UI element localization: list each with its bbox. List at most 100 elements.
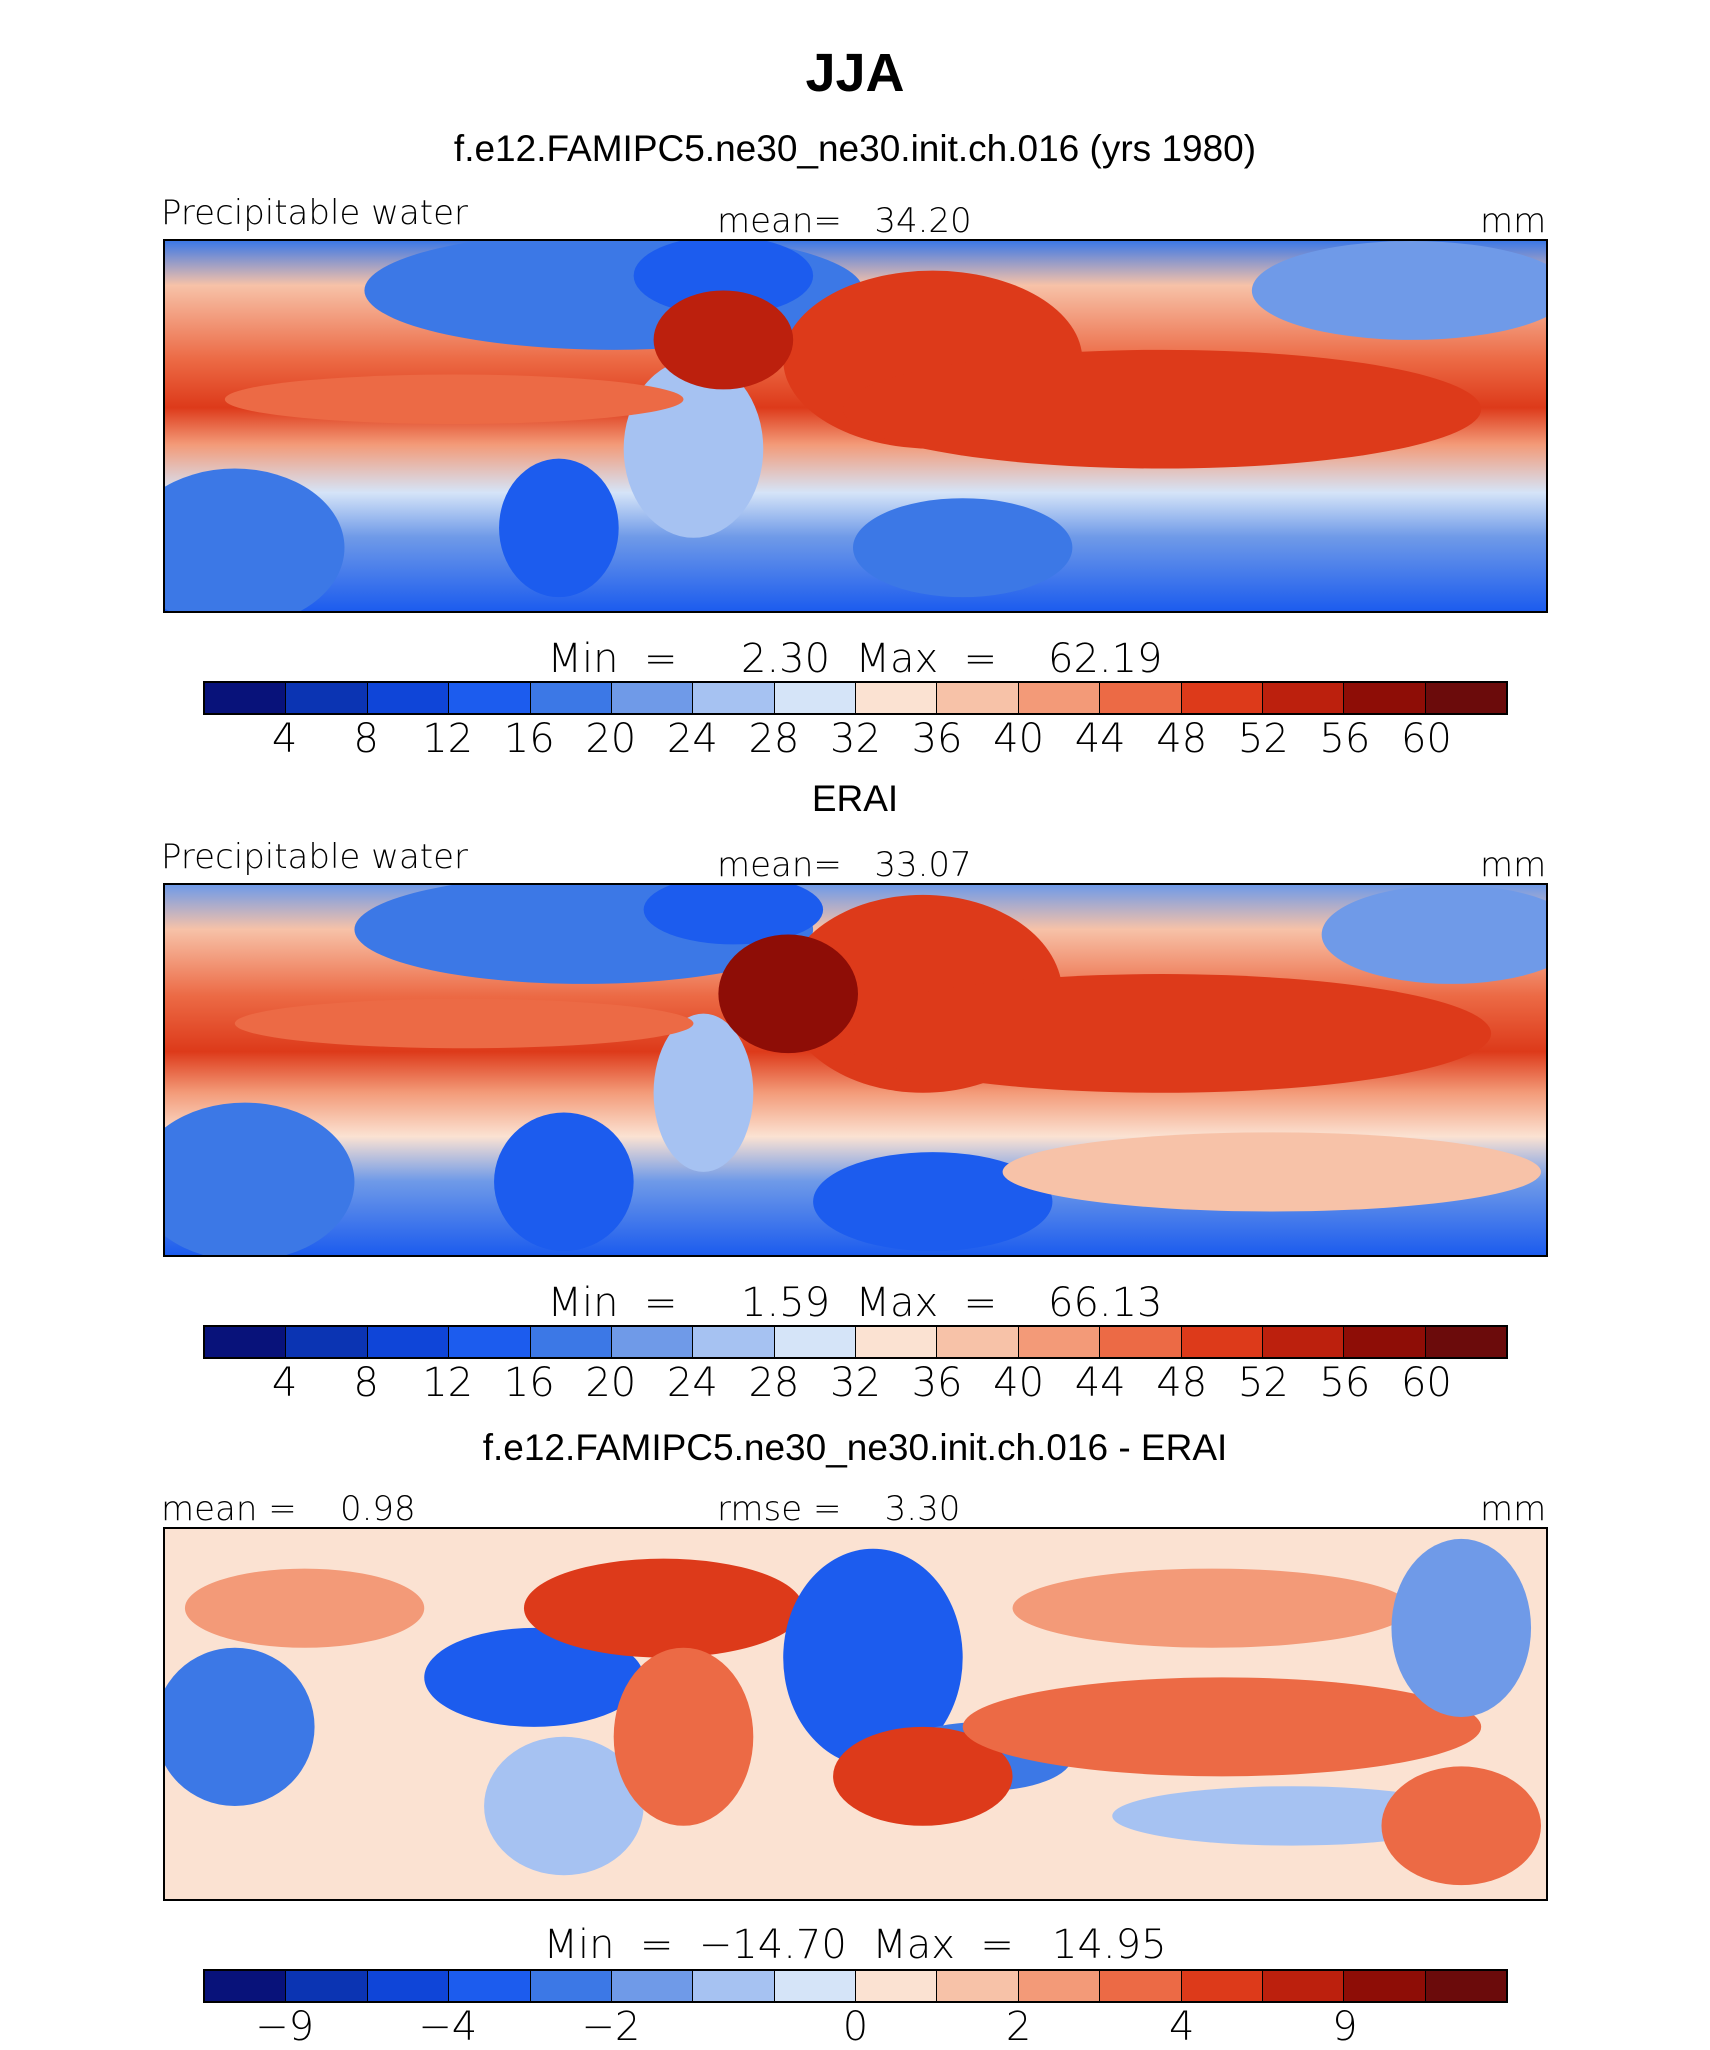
panel2-colorbar [203, 1325, 1508, 1359]
colorbar-swatch [1425, 1971, 1506, 2001]
panel1-units-label: mm [1480, 201, 1547, 241]
colorbar-swatch [1181, 1327, 1263, 1357]
colorbar-tick-label: −2 [581, 2004, 641, 2050]
colorbar-swatch [1344, 683, 1426, 713]
colorbar-tick-label: 48 [1156, 716, 1208, 762]
colorbar-swatch [1100, 1971, 1182, 2001]
colorbar-swatch [611, 1327, 694, 1357]
colorbar-tick-label: 20 [585, 716, 637, 762]
colorbar-tick-label: 8 [353, 1360, 379, 1406]
panel1-variable-label: Precipitable water [161, 193, 469, 233]
colorbar-swatch [1344, 1327, 1426, 1357]
panel2-variable-label: Precipitable water [161, 837, 469, 877]
colorbar-tick-label: 32 [830, 716, 881, 762]
colorbar-tick-label: 52 [1237, 716, 1289, 762]
colorbar-tick-label: 4 [1169, 2004, 1195, 2050]
colorbar-tick-label: 12 [422, 716, 474, 762]
panel1-title: f.e12.FAMIPC5.ne30_ne30.init.ch.016 (yrs… [453, 128, 1257, 169]
colorbar-swatch [1018, 683, 1101, 713]
colorbar-tick-label: 48 [1156, 1360, 1208, 1406]
panel3-minmax: Min = −14.70 Max = 14.95 [543, 1922, 1167, 1968]
colorbar-swatch [1181, 1971, 1263, 2001]
colorbar-swatch [693, 683, 775, 713]
panel2-minmax: Min = 1.59 Max = 66.13 [547, 1280, 1163, 1326]
panel2-field [165, 885, 1546, 1255]
colorbar-swatch [367, 1971, 450, 2001]
colorbar-swatch [205, 683, 287, 713]
colorbar-swatch [937, 1327, 1019, 1357]
colorbar-tick-label: 40 [993, 1360, 1045, 1406]
colorbar-swatch [693, 1327, 775, 1357]
colorbar-tick-label: 56 [1319, 1360, 1371, 1406]
colorbar-swatch [1018, 1971, 1101, 2001]
colorbar-swatch [1100, 1327, 1182, 1357]
panel3-mean-label: mean = 0.98 [161, 1489, 416, 1529]
colorbar-tick-label: 24 [666, 716, 718, 762]
colorbar-swatch [1181, 683, 1263, 713]
panel1-mean-label: mean= 34.20 [717, 201, 972, 241]
figure-title: JJA [805, 43, 905, 103]
panel2-map [163, 883, 1548, 1257]
colorbar-swatch [856, 1971, 938, 2001]
colorbar-swatch [449, 1327, 531, 1357]
colorbar-swatch [611, 683, 694, 713]
colorbar-swatch [774, 1971, 856, 2001]
colorbar-swatch [693, 1971, 775, 2001]
panel3-rmse-label: rmse = 3.30 [717, 1489, 961, 1529]
panel3-map [163, 1527, 1548, 1901]
panel1-minmax: Min = 2.30 Max = 62.19 [547, 636, 1163, 682]
colorbar-tick-label: 60 [1400, 1360, 1452, 1406]
panel3-units-label: mm [1480, 1489, 1547, 1529]
colorbar-tick-label: 4 [271, 716, 298, 762]
colorbar-tick-label: 12 [422, 1360, 474, 1406]
panel3-colorbar [203, 1969, 1508, 2003]
colorbar-swatch [1262, 1327, 1345, 1357]
colorbar-swatch [367, 1327, 450, 1357]
colorbar-swatch [1100, 683, 1182, 713]
colorbar-swatch [205, 1327, 287, 1357]
colorbar-swatch [1344, 1971, 1426, 2001]
colorbar-tick-label: −4 [418, 2004, 478, 2050]
colorbar-swatch [856, 1327, 938, 1357]
panel1-field [165, 241, 1546, 611]
colorbar-tick-label: 36 [911, 716, 963, 762]
colorbar-swatch [1425, 1327, 1506, 1357]
colorbar-swatch [1262, 1971, 1345, 2001]
colorbar-swatch [205, 1971, 287, 2001]
panel2-title: ERAI [811, 778, 899, 819]
colorbar-swatch [286, 683, 368, 713]
panel3-field [165, 1529, 1546, 1899]
colorbar-tick-label: 32 [830, 1360, 881, 1406]
colorbar-tick-label: 2 [1005, 2004, 1032, 2050]
colorbar-tick-label: 36 [911, 1360, 963, 1406]
colorbar-tick-label: 9 [1332, 2004, 1358, 2050]
colorbar-swatch [856, 683, 938, 713]
colorbar-swatch [774, 683, 856, 713]
colorbar-swatch [286, 1971, 368, 2001]
panel2-mean-label: mean= 33.07 [717, 845, 972, 885]
colorbar-swatch [937, 683, 1019, 713]
colorbar-swatch [937, 1971, 1019, 2001]
colorbar-swatch [774, 1327, 856, 1357]
colorbar-swatch [1262, 683, 1345, 713]
panel1-map [163, 239, 1548, 613]
colorbar-swatch [367, 683, 450, 713]
colorbar-tick-label: 24 [666, 1360, 718, 1406]
colorbar-tick-label: 40 [993, 716, 1045, 762]
colorbar-swatch [1018, 1327, 1101, 1357]
colorbar-tick-label: 20 [585, 1360, 637, 1406]
panel2-units-label: mm [1480, 845, 1547, 885]
colorbar-tick-label: 16 [503, 716, 555, 762]
colorbar-tick-label: 60 [1400, 716, 1452, 762]
colorbar-swatch [530, 1971, 612, 2001]
colorbar-tick-label: 44 [1074, 1360, 1126, 1406]
colorbar-tick-label: 16 [503, 1360, 555, 1406]
colorbar-tick-label: 52 [1237, 1360, 1289, 1406]
colorbar-swatch [449, 1971, 531, 2001]
colorbar-tick-label: 0 [842, 2004, 869, 2050]
colorbar-swatch [530, 683, 612, 713]
colorbar-tick-label: 4 [271, 1360, 298, 1406]
colorbar-swatch [286, 1327, 368, 1357]
colorbar-swatch [449, 683, 531, 713]
colorbar-swatch [530, 1327, 612, 1357]
